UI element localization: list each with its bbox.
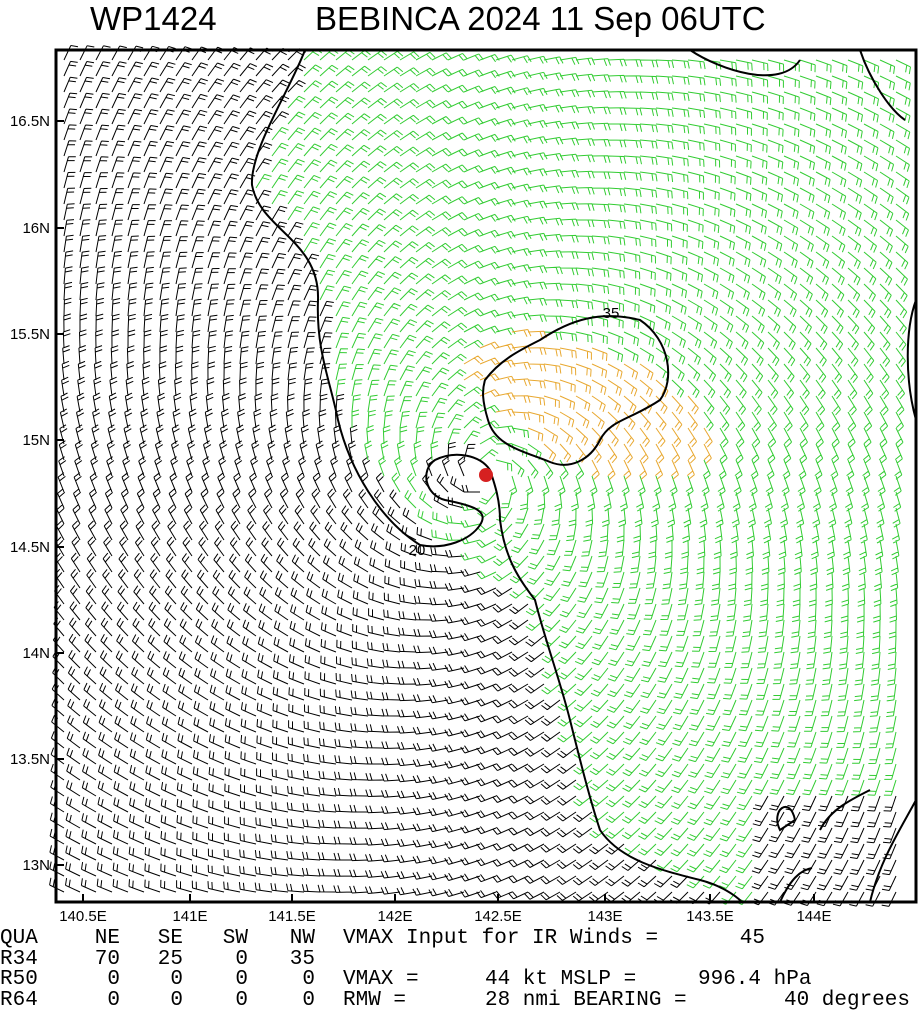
- lat-label: 16N: [22, 220, 50, 237]
- storm-id: WP1424: [90, 0, 217, 37]
- contour-label: 35: [603, 305, 620, 322]
- table-cell: 0: [107, 968, 120, 991]
- lat-label: 15.5N: [10, 326, 50, 343]
- lon-label: 141.5E: [268, 908, 316, 925]
- lat-label: 13N: [22, 857, 50, 874]
- info-text: RMW =: [343, 989, 406, 1012]
- lon-label: 143.5E: [686, 908, 734, 925]
- table-cell: 35: [290, 948, 315, 971]
- table-cell: 0: [302, 989, 315, 1012]
- barb-group-orange: [463, 329, 713, 480]
- barb-group-green: [255, 48, 911, 906]
- wind-barbs: [49, 45, 911, 907]
- lon-label: 143E: [587, 908, 622, 925]
- barb-group-black: [49, 45, 897, 907]
- table-cell: 0: [302, 968, 315, 991]
- coastline-contours: [689, 49, 917, 903]
- table-cell: 0: [107, 989, 120, 1012]
- table-cell: 0: [170, 968, 183, 991]
- lon-label: 141E: [172, 908, 207, 925]
- lat-label: 15N: [22, 432, 50, 449]
- table-header: NE: [95, 927, 120, 950]
- table-cell: R64: [0, 989, 38, 1012]
- lat-label: 14.5N: [10, 539, 50, 556]
- lat-label: 16.5N: [10, 113, 50, 130]
- info-text: 28 nmi BEARING =: [485, 989, 687, 1012]
- table-cell: 0: [170, 989, 183, 1012]
- lat-label: 13.5N: [10, 751, 50, 768]
- contour-label: 20: [409, 542, 426, 559]
- table-header: QUA: [0, 927, 38, 950]
- lat-label: 14N: [22, 645, 50, 662]
- info-text: VMAX Input for IR Winds =: [343, 927, 658, 950]
- table-cell: 70: [95, 948, 120, 971]
- lon-label: 144E: [796, 908, 831, 925]
- info-text: 45: [740, 927, 765, 950]
- table-cell: 0: [235, 968, 248, 991]
- table-cell: 25: [158, 948, 183, 971]
- info-text: 996.4 hPa: [698, 968, 811, 991]
- table-header: SE: [158, 927, 183, 950]
- contour-35: [482, 315, 670, 466]
- map-frame: [54, 48, 918, 904]
- info-text: 40 degrees: [784, 989, 910, 1012]
- contour-20: [250, 49, 743, 903]
- lon-label: 140.5E: [59, 908, 107, 925]
- table-cell: R34: [0, 948, 38, 971]
- storm-center: [479, 468, 493, 482]
- lon-label: 142.5E: [474, 908, 522, 925]
- info-text: 44 kt MSLP =: [485, 968, 636, 991]
- info-text: VMAX =: [343, 968, 419, 991]
- lon-label: 142E: [377, 908, 412, 925]
- title: BEBINCA 2024 11 Sep 06UTC: [315, 0, 766, 37]
- table-cell: 0: [235, 948, 248, 971]
- table-header: SW: [223, 927, 249, 950]
- table-header: NW: [290, 927, 316, 950]
- table-cell: 0: [235, 989, 248, 1012]
- table-cell: R50: [0, 968, 38, 991]
